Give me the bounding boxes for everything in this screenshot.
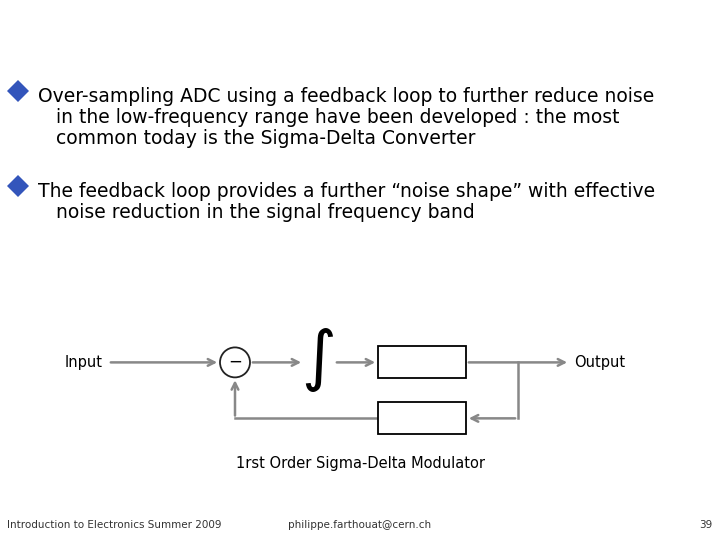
Text: −: − <box>228 353 242 370</box>
Text: Introduction to Electronics Summer 2009: Introduction to Electronics Summer 2009 <box>7 520 222 530</box>
Text: noise reduction in the signal frequency band: noise reduction in the signal frequency … <box>56 202 474 221</box>
Text: $\int$: $\int$ <box>302 326 335 394</box>
Text: The feedback loop provides a further “noise shape” with effective: The feedback loop provides a further “no… <box>38 181 655 200</box>
Text: common today is the Sigma-Delta Converter: common today is the Sigma-Delta Converte… <box>56 129 475 147</box>
Text: Output: Output <box>574 355 625 370</box>
Text: Input: Input <box>65 355 103 370</box>
Bar <box>378 346 466 379</box>
Text: Sigma-Delta ADC: Sigma-Delta ADC <box>449 12 702 38</box>
Bar <box>378 402 466 434</box>
Text: Over-sampling ADC using a feedback loop to further reduce noise: Over-sampling ADC using a feedback loop … <box>38 86 654 106</box>
Text: in the low-frequency range have been developed : the most: in the low-frequency range have been dev… <box>56 107 619 126</box>
Text: 1-bit ADC: 1-bit ADC <box>389 355 455 369</box>
Text: 1rst Order Sigma-Delta Modulator: 1rst Order Sigma-Delta Modulator <box>235 456 485 471</box>
Text: 39: 39 <box>700 520 713 530</box>
Text: philippe.farthouat@cern.ch: philippe.farthouat@cern.ch <box>289 520 431 530</box>
Text: 1-bit DAC: 1-bit DAC <box>389 411 455 426</box>
